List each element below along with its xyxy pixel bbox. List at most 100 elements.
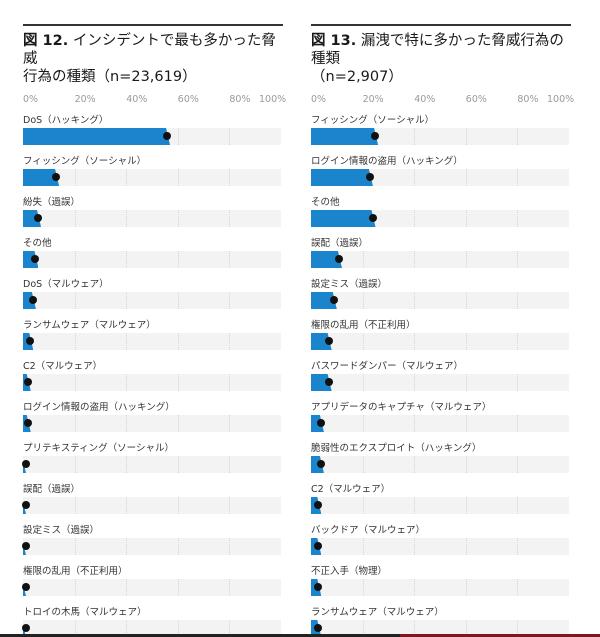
bar-track [311, 374, 569, 391]
bar-row: フィッシング（ソーシャル） [311, 114, 571, 155]
bar-label: 誤配（過誤） [311, 238, 369, 249]
figure-label: 図 13. [311, 33, 357, 49]
bar-track [22, 579, 281, 596]
gridline [362, 374, 364, 391]
axis-tick-label: 20% [362, 94, 384, 105]
bar-label: 紛失（過誤） [23, 197, 81, 208]
bar-row: パスワードダンパー（マルウェア） [311, 360, 571, 401]
gridline [517, 128, 519, 145]
gridline [74, 251, 76, 268]
bar-label: DoS（ハッキング） [23, 115, 109, 126]
gridline [414, 579, 416, 596]
value-marker-dot [371, 132, 380, 140]
gridline [465, 538, 467, 555]
gridline [229, 620, 231, 637]
bar-track [23, 333, 281, 350]
value-marker-dot [314, 542, 323, 550]
bar-fill [311, 251, 342, 268]
gridline [177, 210, 179, 227]
bar-row: 脆弱性のエクスプロイト（ハッキング） [311, 442, 571, 483]
bar-row: DoS（マルウェア） [23, 278, 283, 319]
bar-label: その他 [23, 238, 52, 249]
bar-row: トロイの木馬（マルウェア） [22, 606, 283, 637]
bar-label: DoS（マルウェア） [23, 279, 109, 290]
bar-label: 権限の乱用（不正利用） [23, 566, 128, 577]
gridline [414, 251, 416, 268]
bar-label: バックドア（マルウェア） [311, 525, 426, 536]
value-marker-dot [365, 173, 374, 181]
bar-row: 紛失（過誤） [23, 196, 283, 237]
value-marker-dot [22, 542, 30, 550]
axis-tick-label: 100% [547, 94, 575, 105]
bar-label: 権限の乱用（不正利用） [311, 320, 416, 331]
bar-track [23, 169, 281, 186]
gridline [517, 210, 519, 227]
bar-label: トロイの木馬（マルウェア） [23, 607, 147, 618]
bar-track [311, 579, 569, 596]
gridline [517, 374, 519, 391]
bar-label: ログイン情報の盗用（ハッキング） [311, 156, 463, 167]
bar-row: 設定ミス（過誤） [22, 524, 283, 565]
gridline [414, 538, 416, 555]
bar-track [311, 128, 569, 145]
bar-row: アプリデータのキャプチャ（マルウェア） [311, 401, 571, 442]
gridline [362, 292, 364, 309]
gridline [126, 620, 128, 637]
bar-fill [311, 169, 373, 186]
gridline [74, 292, 76, 309]
gridline [414, 292, 416, 309]
title-text: 漏洩で特に多かった脅威行為の種類 （n=2,907） [311, 33, 564, 85]
gridline [126, 415, 128, 432]
bar-row: 権限の乱用（不正利用） [311, 319, 571, 360]
axis-tick-label: 60% [177, 94, 199, 105]
gridline [126, 251, 128, 268]
value-marker-dot [22, 501, 30, 509]
bar-row: ランサムウェア（マルウェア） [23, 319, 283, 360]
bar-row: 設定ミス（過誤） [311, 278, 571, 319]
gridline [229, 128, 231, 145]
value-marker-dot [52, 173, 61, 181]
top-rule [23, 24, 283, 26]
gridline [229, 497, 231, 514]
gridline [414, 210, 416, 227]
axis-tick-label: 80% [517, 94, 539, 105]
bar-track [311, 538, 569, 555]
bar-label: フィッシング（ソーシャル） [23, 156, 147, 167]
bar-row: 権限の乱用（不正利用） [22, 565, 283, 606]
gridline [177, 456, 179, 473]
bar-label: アプリデータのキャプチャ（マルウェア） [311, 402, 492, 413]
gridline [465, 620, 467, 637]
gridline [465, 456, 467, 473]
title-text: インシデントで最も多かった脅威 行為の種類（n=23,619） [23, 33, 276, 85]
axis-tick-label: 80% [229, 94, 251, 105]
gridline [74, 210, 76, 227]
gridline [465, 579, 467, 596]
bar-row: フィッシング（ソーシャル） [23, 155, 283, 196]
gridline [229, 415, 231, 432]
bar-label: 不正入手（物理） [311, 566, 388, 577]
axis-tick-label: 0% [311, 94, 327, 105]
value-marker-dot [23, 378, 32, 386]
axis-tick-label: 60% [465, 94, 487, 105]
bar-label: 設定ミス（過誤） [23, 525, 100, 536]
value-marker-dot [163, 132, 172, 140]
gridline [177, 292, 179, 309]
gridline [414, 620, 416, 637]
bar-label: 設定ミス（過誤） [311, 279, 388, 290]
value-marker-dot [368, 214, 377, 222]
value-marker-dot [22, 624, 30, 632]
bar-row: ログイン情報の盗用（ハッキング） [311, 155, 571, 196]
bar-track [23, 374, 281, 391]
gridline [362, 538, 364, 555]
gridline [177, 374, 179, 391]
value-marker-dot [324, 337, 333, 345]
gridline [362, 620, 364, 637]
bar-row: ランサムウェア（マルウェア） [311, 606, 571, 637]
gridline [74, 333, 76, 350]
bar-fill [311, 128, 378, 145]
bar-track [311, 415, 569, 432]
bar-row: 不正入手（物理） [311, 565, 571, 606]
gridline [74, 456, 76, 473]
gridline [177, 415, 179, 432]
top-rule [311, 24, 571, 26]
